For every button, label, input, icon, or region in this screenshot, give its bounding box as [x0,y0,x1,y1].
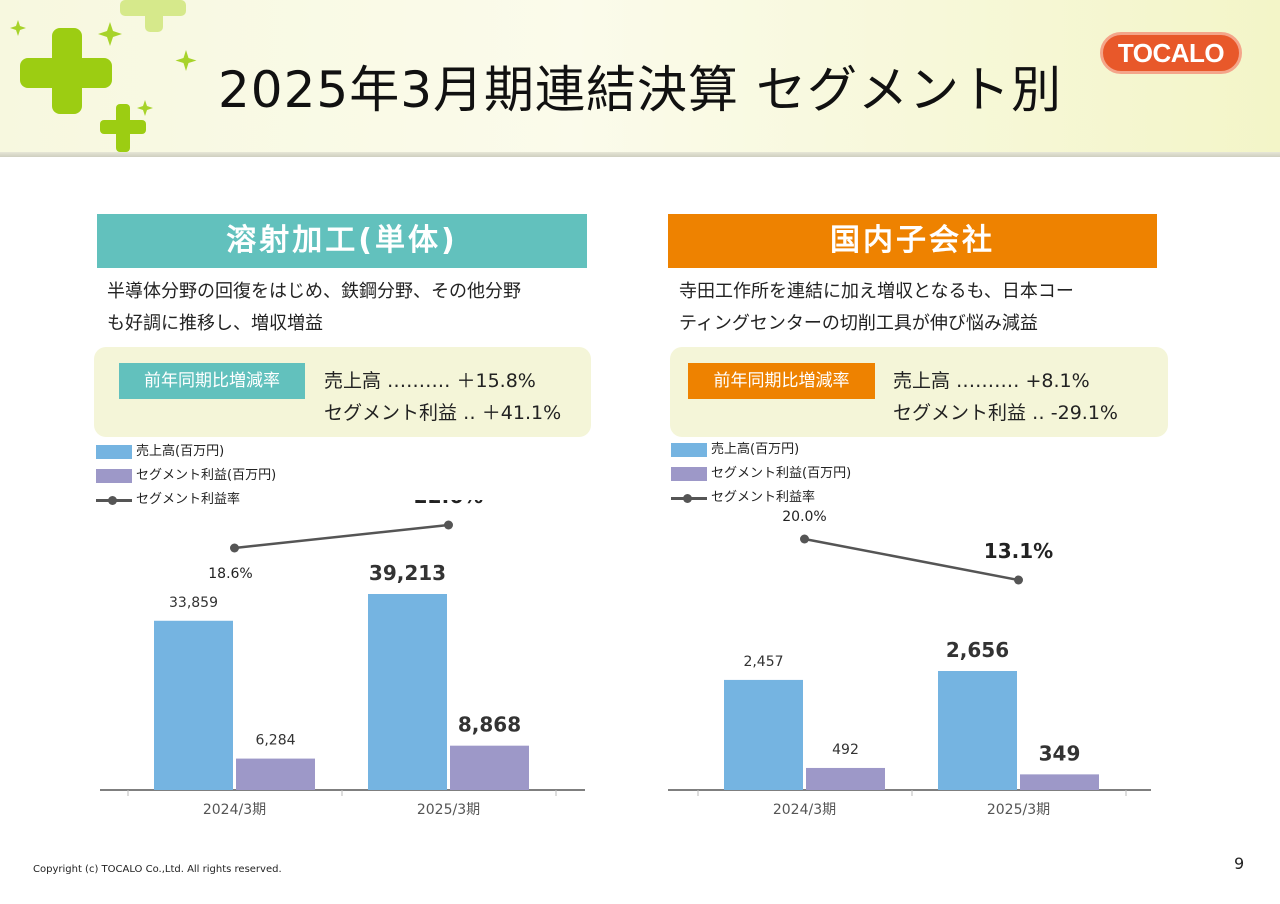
sales-data-label: 2,457 [743,654,783,670]
yoy-sales-rate-left: 売上高 ‥‥‥‥‥ ＋15.8% [324,370,536,392]
panel-description-right: 寺田工作所を連結に加え増収となるも、日本コー ティングセンターの切削工具が伸び悩… [679,276,1074,340]
legend-swatch-sales [671,443,707,457]
page-number: 9 [1234,854,1245,873]
sales-bar [938,671,1017,790]
legend-swatch-profit [96,469,132,483]
sales-bar [154,620,233,790]
profit-data-label: 492 [832,742,859,758]
legend-label-rate: セグメント利益率 [136,492,241,507]
panel-description-left: 半導体分野の回復をはじめ、鉄鋼分野、その他分野 も好調に推移し、増収増益 [107,276,521,340]
desc-line: 半導体分野の回復をはじめ、鉄鋼分野、その他分野 [107,281,521,302]
rate-marker [800,534,809,544]
sparkle-decoration [10,0,197,152]
rate-marker [230,543,239,553]
x-tick-label: 2024/3期 [773,802,836,818]
page-title: 2025年3月期連結決算 セグメント別 [218,61,1062,119]
header-band [0,0,1280,156]
legend-label-profit: セグメント利益(百万円) [136,468,277,483]
rate-data-label: 13.1% [984,539,1053,563]
tocalo-logo: TOCALO [1100,32,1242,74]
legend-marker-rate [108,496,117,505]
legend-label-rate: セグメント利益率 [711,490,816,505]
rate-marker [1014,575,1023,585]
desc-line: ティングセンターの切削工具が伸び悩み減益 [679,313,1038,334]
chart-domestic-subsidiaries: 2,457 492 2024/3期 2,656 349 2025/3期 20.0% 13.1% [668,509,1151,818]
sales-bar [368,594,447,790]
profit-data-label: 6,284 [255,733,295,749]
legend-marker-rate [683,494,692,503]
legend-swatch-sales [96,445,132,459]
sales-bar [724,679,803,790]
legend-label-sales: 売上高(百万円) [136,444,225,459]
desc-line: 寺田工作所を連結に加え増収となるも、日本コー [679,281,1074,302]
profit-bar [450,745,529,790]
x-tick-label: 2025/3期 [417,802,480,818]
sales-data-label: 2,656 [946,638,1009,662]
profit-bar [806,767,885,790]
legend-label-sales: 売上高(百万円) [711,442,800,457]
yoy-rate-tag-left: 前年同期比増減率 [119,363,305,399]
rate-line [804,537,1019,582]
header-divider [0,152,1280,157]
yoy-sales-rate-right: 売上高 ‥‥‥‥‥ +8.1% [893,370,1090,392]
profit-data-label: 8,868 [458,713,521,737]
sales-data-label: 39,213 [369,561,446,585]
legend-swatch-profit [671,467,707,481]
rate-line [234,523,449,550]
copyright-notice: Copyright (c) TOCALO Co.,Ltd. All rights… [33,864,282,875]
yoy-rate-tag-right: 前年同期比増減率 [688,363,875,399]
rate-data-label: 20.0% [782,509,826,525]
sales-data-label: 33,859 [169,595,218,611]
rate-data-label: 22.6% [414,500,483,508]
profit-bar [236,758,315,790]
x-tick-label: 2024/3期 [203,802,266,818]
yoy-profit-rate-left: セグメント利益 ‥ ＋41.1% [324,402,562,424]
x-tick-label: 2025/3期 [987,802,1050,818]
yoy-profit-rate-right: セグメント利益 ‥ -29.1% [893,402,1118,424]
profit-data-label: 349 [1039,741,1081,765]
rate-marker [444,520,453,530]
chart-thermal-spray: 33,859 6,284 2024/3期 39,213 8,868 2025/3期 18.6… [100,500,585,818]
rate-data-label: 18.6% [208,566,252,582]
desc-line: も好調に推移し、増収増益 [107,313,323,334]
panel-heading-domestic-subsidiaries: 国内子会社 [668,214,1157,268]
panel-heading-thermal-spray: 溶射加工(単体) [97,214,587,268]
profit-bar [1020,774,1099,790]
legend-label-profit: セグメント利益(百万円) [711,466,852,481]
